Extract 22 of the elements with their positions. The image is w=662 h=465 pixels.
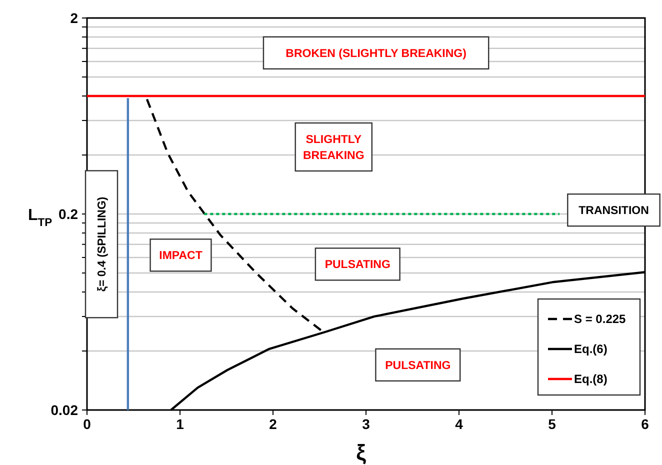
annotation: PULSATING bbox=[324, 259, 390, 272]
x-axis-title: ξ bbox=[356, 440, 366, 465]
y-axis-title: L$_{TP}$ bbox=[28, 207, 53, 229]
x-tick-label: 2 bbox=[269, 416, 278, 432]
x-tick-label: 0 bbox=[83, 416, 92, 432]
annotation: TRANSITION bbox=[578, 205, 649, 218]
x-tick-label: 6 bbox=[641, 416, 650, 432]
legend-label: Eq.(6) bbox=[574, 342, 608, 356]
annotation: BROKEN (SLIGHTLY BREAKING) bbox=[286, 48, 467, 60]
x-tick-label: 5 bbox=[548, 416, 556, 432]
annotation: SLIGHTLY BREAKING bbox=[302, 134, 364, 162]
annotation: IMPACT bbox=[159, 250, 202, 262]
legend-label: Eq.(8) bbox=[574, 372, 608, 386]
y-tick-label: 0.02 bbox=[50, 402, 78, 418]
x-tick-label: 1 bbox=[176, 416, 184, 432]
annotation: ξ= 0.4 (SPILLING) bbox=[96, 196, 109, 292]
x-tick-label: 4 bbox=[455, 416, 464, 432]
annotation: PULSATING bbox=[385, 360, 451, 372]
y-tick-label: 0.2 bbox=[58, 206, 78, 222]
legend-label: S = 0.225 bbox=[574, 312, 626, 326]
x-tick-label: 3 bbox=[362, 416, 370, 432]
y-tick-label: 2 bbox=[70, 10, 78, 26]
